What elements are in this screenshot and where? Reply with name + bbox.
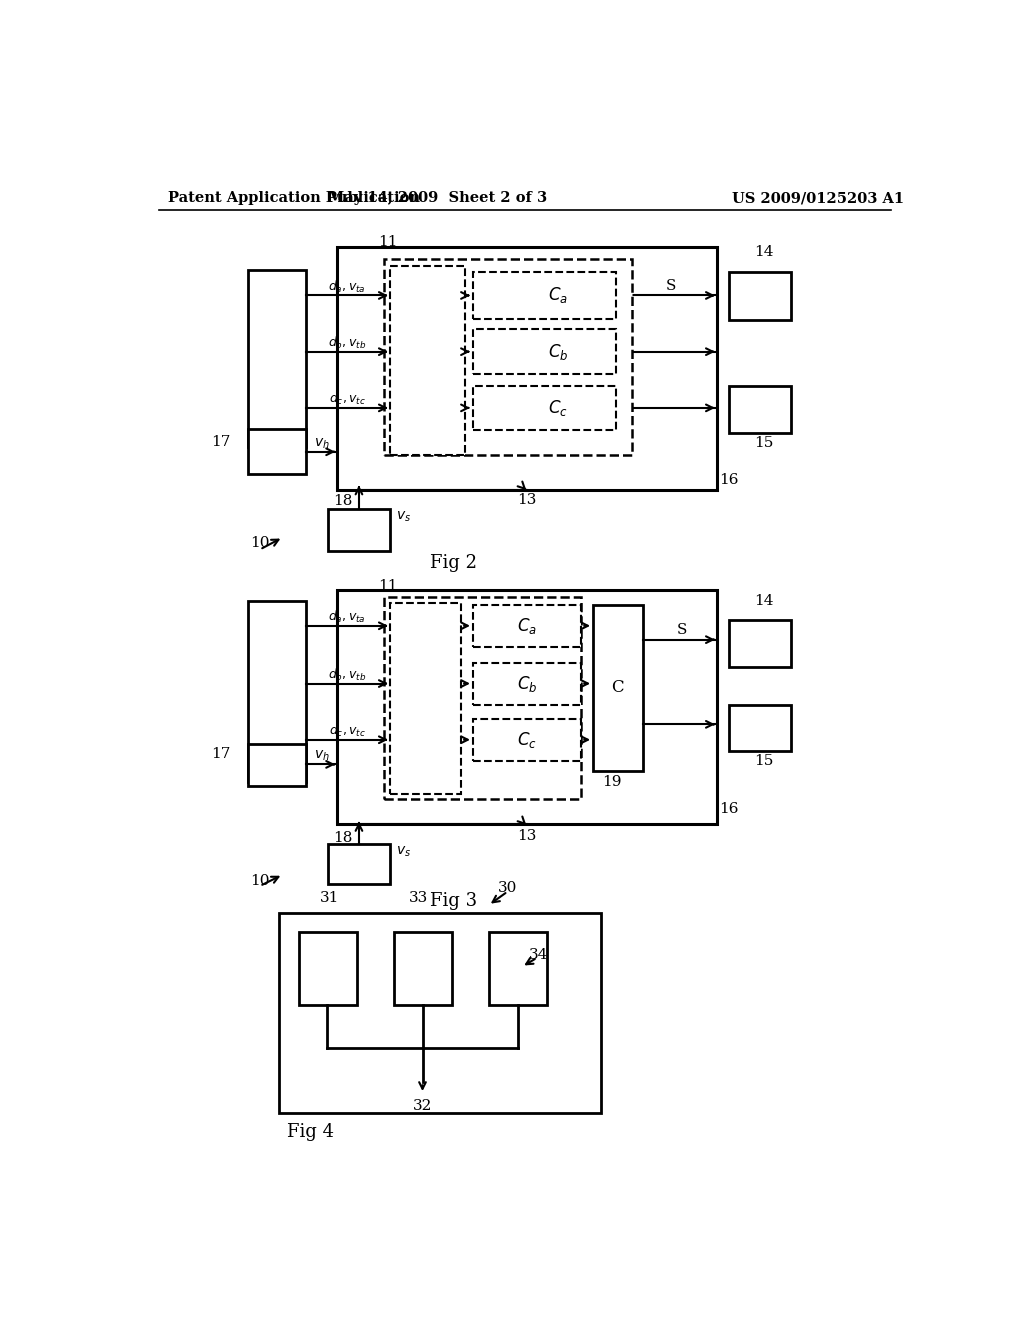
Text: 17: 17 — [211, 434, 230, 449]
Text: S: S — [677, 623, 687, 638]
Text: US 2009/0125203 A1: US 2009/0125203 A1 — [732, 191, 904, 206]
Text: $C_c$: $C_c$ — [548, 397, 568, 418]
Text: $C_b$: $C_b$ — [548, 342, 568, 362]
Bar — [394, 932, 452, 1006]
Text: $C_a$: $C_a$ — [548, 285, 568, 305]
Text: $d_c,v_{tc}$: $d_c,v_{tc}$ — [329, 723, 366, 739]
Bar — [729, 272, 791, 321]
Text: $C_b$: $C_b$ — [517, 673, 538, 693]
Text: 14: 14 — [754, 594, 773, 609]
Text: $C_a$: $C_a$ — [517, 616, 538, 636]
Text: 10: 10 — [250, 536, 269, 550]
Bar — [390, 267, 465, 455]
Bar — [729, 620, 791, 667]
Text: $C_c$: $C_c$ — [517, 730, 537, 750]
Bar — [384, 259, 632, 455]
Text: 34: 34 — [529, 948, 549, 962]
Bar — [384, 597, 582, 799]
Bar — [489, 932, 547, 1006]
Bar — [299, 932, 356, 1006]
Bar — [390, 603, 461, 793]
Bar — [248, 601, 306, 781]
Text: 17: 17 — [211, 747, 230, 760]
Text: 11: 11 — [378, 578, 397, 593]
Text: 31: 31 — [319, 891, 339, 904]
Bar — [248, 743, 306, 785]
Text: 14: 14 — [754, 246, 773, 259]
Text: 32: 32 — [413, 1098, 432, 1113]
Text: 18: 18 — [333, 494, 352, 508]
Bar — [473, 272, 616, 318]
Text: C: C — [611, 678, 624, 696]
Text: 19: 19 — [603, 775, 623, 789]
Text: 15: 15 — [754, 754, 773, 768]
Text: 15: 15 — [754, 437, 773, 450]
Text: Fig 4: Fig 4 — [287, 1123, 334, 1142]
Text: $v_h$: $v_h$ — [314, 436, 330, 450]
Bar — [337, 590, 717, 825]
Text: $d_a,v_{ta}$: $d_a,v_{ta}$ — [329, 279, 367, 296]
Text: 33: 33 — [409, 891, 428, 904]
Bar — [729, 385, 791, 433]
Bar — [473, 663, 582, 705]
Text: S: S — [666, 280, 676, 293]
Text: $d_a,v_{ta}$: $d_a,v_{ta}$ — [329, 610, 367, 626]
Text: $d_b,v_{tb}$: $d_b,v_{tb}$ — [329, 667, 367, 684]
Text: 11: 11 — [378, 235, 397, 248]
Text: 18: 18 — [333, 832, 352, 845]
Text: $d_c,v_{tc}$: $d_c,v_{tc}$ — [329, 391, 366, 408]
Bar — [337, 247, 717, 490]
Bar — [328, 508, 390, 552]
Text: Fig 3: Fig 3 — [430, 892, 477, 911]
Text: $v_s$: $v_s$ — [395, 845, 411, 858]
Text: 30: 30 — [498, 882, 517, 895]
Bar — [473, 719, 582, 762]
Text: Fig 2: Fig 2 — [430, 553, 477, 572]
Text: 13: 13 — [517, 829, 537, 843]
Text: $d_b,v_{tb}$: $d_b,v_{tb}$ — [329, 335, 367, 351]
Text: 10: 10 — [250, 874, 269, 887]
Bar — [473, 385, 616, 430]
Bar — [593, 605, 643, 771]
Text: 16: 16 — [719, 474, 738, 487]
Text: $v_s$: $v_s$ — [395, 510, 411, 524]
Bar — [248, 271, 306, 447]
Text: 16: 16 — [719, 803, 738, 816]
Bar — [280, 913, 601, 1113]
Text: May 14, 2009  Sheet 2 of 3: May 14, 2009 Sheet 2 of 3 — [329, 191, 548, 206]
Bar — [328, 843, 390, 884]
Bar — [473, 605, 582, 647]
Text: 13: 13 — [517, 494, 537, 507]
Bar — [729, 705, 791, 751]
Text: Patent Application Publication: Patent Application Publication — [168, 191, 420, 206]
Bar — [473, 330, 616, 374]
Text: $v_h$: $v_h$ — [314, 748, 330, 763]
Bar — [248, 429, 306, 474]
